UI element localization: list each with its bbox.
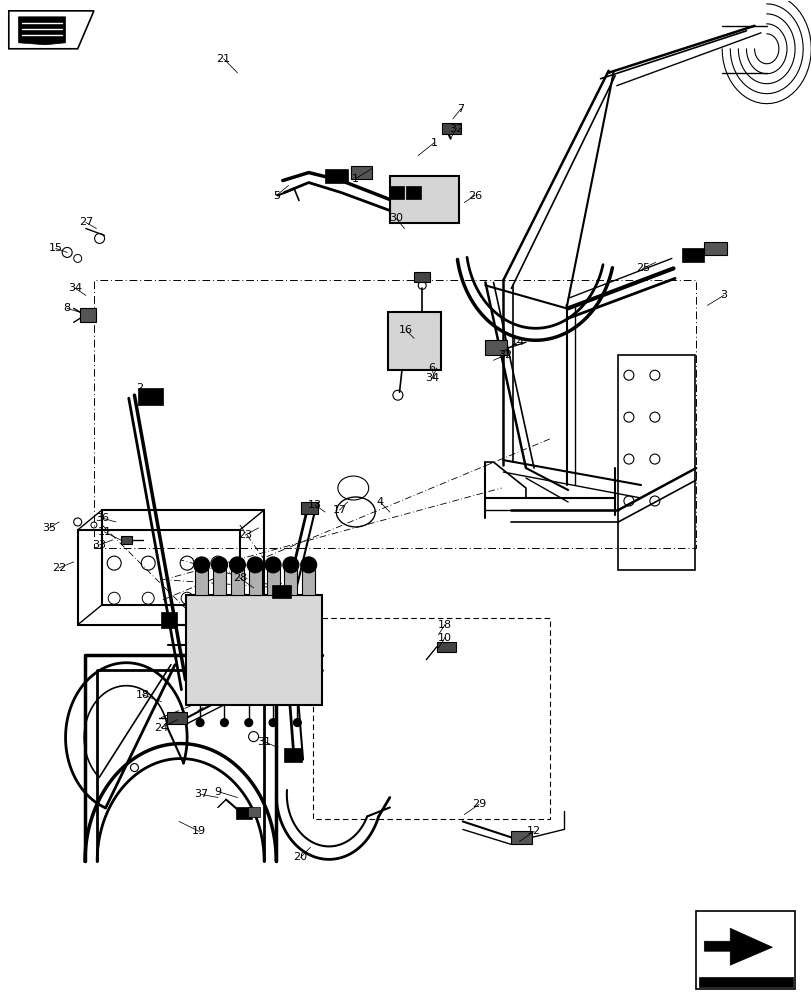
Circle shape (196, 719, 204, 727)
Text: 7: 7 (457, 104, 464, 114)
Text: 24: 24 (154, 723, 168, 733)
Text: 2: 2 (136, 383, 144, 393)
Text: 28: 28 (233, 573, 247, 583)
Text: 35: 35 (42, 523, 56, 533)
Text: 32: 32 (497, 350, 511, 360)
Text: 32: 32 (448, 124, 463, 134)
Polygon shape (485, 340, 507, 355)
Circle shape (264, 557, 281, 573)
Text: 3: 3 (719, 290, 727, 300)
Text: 19: 19 (192, 826, 206, 836)
Polygon shape (511, 831, 531, 844)
Bar (230, 567, 243, 595)
Text: 13: 13 (308, 500, 322, 510)
Text: 34: 34 (424, 373, 439, 383)
Polygon shape (272, 585, 290, 598)
Text: 18: 18 (437, 620, 452, 630)
Text: 9: 9 (214, 787, 221, 797)
Bar (212, 567, 225, 595)
Polygon shape (703, 928, 771, 965)
Polygon shape (235, 807, 251, 819)
Polygon shape (389, 186, 404, 199)
Polygon shape (414, 272, 430, 282)
Text: 6: 6 (428, 363, 435, 373)
Text: 25: 25 (635, 263, 649, 273)
Circle shape (244, 719, 252, 727)
Bar (266, 567, 279, 595)
Polygon shape (161, 612, 177, 628)
Circle shape (282, 557, 298, 573)
Text: 15: 15 (49, 243, 62, 253)
Circle shape (230, 557, 245, 573)
Text: 18: 18 (135, 690, 149, 700)
Polygon shape (80, 308, 97, 322)
Text: 29: 29 (471, 799, 486, 809)
Text: 36: 36 (95, 513, 109, 523)
Bar (302, 567, 315, 595)
Text: 14: 14 (510, 337, 524, 347)
Bar (102, 510, 264, 605)
Text: 33: 33 (92, 540, 106, 550)
Text: 17: 17 (332, 505, 346, 515)
Polygon shape (9, 11, 94, 49)
Circle shape (212, 557, 227, 573)
Bar (78, 530, 239, 625)
Circle shape (268, 719, 277, 727)
Text: 4: 4 (376, 497, 383, 507)
Text: 20: 20 (294, 852, 307, 862)
Text: 26: 26 (467, 191, 482, 201)
Circle shape (300, 557, 316, 573)
Text: 22: 22 (52, 563, 67, 573)
Polygon shape (324, 169, 347, 183)
Text: 31: 31 (257, 737, 271, 747)
Circle shape (247, 557, 263, 573)
Polygon shape (406, 186, 420, 199)
Polygon shape (442, 123, 461, 134)
Text: 1: 1 (431, 138, 437, 148)
Text: 30: 30 (388, 213, 403, 223)
Text: 1: 1 (352, 174, 358, 184)
Text: 34: 34 (68, 283, 82, 293)
Bar (695, 911, 794, 989)
Text: 11: 11 (97, 527, 111, 537)
Text: 27: 27 (79, 217, 92, 227)
Polygon shape (139, 388, 163, 405)
Polygon shape (703, 242, 726, 255)
Circle shape (220, 719, 228, 727)
Polygon shape (247, 807, 260, 817)
Bar (618, 355, 694, 570)
Text: 5: 5 (272, 191, 280, 201)
Bar (284, 567, 297, 595)
Polygon shape (19, 17, 66, 45)
Text: 21: 21 (217, 54, 230, 64)
Polygon shape (350, 166, 371, 179)
Text: 37: 37 (195, 789, 208, 799)
Polygon shape (121, 536, 132, 544)
Text: 8: 8 (63, 303, 71, 313)
Polygon shape (698, 977, 792, 987)
Polygon shape (167, 712, 187, 724)
Polygon shape (300, 502, 318, 514)
Polygon shape (680, 248, 703, 262)
Bar (389, 176, 458, 223)
Bar (185, 595, 321, 705)
Polygon shape (436, 642, 456, 652)
Text: 10: 10 (437, 633, 452, 643)
Text: 12: 12 (526, 826, 540, 836)
Circle shape (293, 719, 301, 727)
Text: 16: 16 (398, 325, 413, 335)
Text: 23: 23 (238, 530, 252, 540)
Polygon shape (284, 748, 302, 762)
Bar (248, 567, 261, 595)
Bar (388, 312, 440, 370)
Bar (195, 567, 208, 595)
Circle shape (194, 557, 209, 573)
